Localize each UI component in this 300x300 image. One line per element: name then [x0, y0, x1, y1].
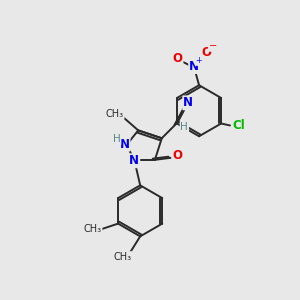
- Text: O: O: [201, 46, 211, 59]
- Text: H: H: [181, 122, 188, 132]
- Text: H: H: [113, 134, 121, 144]
- Text: −: −: [209, 41, 217, 51]
- Text: O: O: [172, 52, 182, 65]
- Text: +: +: [196, 56, 202, 65]
- Text: CH₃: CH₃: [83, 224, 102, 235]
- Text: N: N: [129, 154, 139, 167]
- Text: N: N: [183, 96, 193, 110]
- Text: N: N: [189, 60, 199, 73]
- Text: O: O: [172, 149, 182, 162]
- Text: Cl: Cl: [232, 119, 245, 132]
- Text: CH₃: CH₃: [106, 109, 124, 119]
- Text: CH₃: CH₃: [113, 252, 132, 262]
- Text: N: N: [119, 138, 130, 151]
